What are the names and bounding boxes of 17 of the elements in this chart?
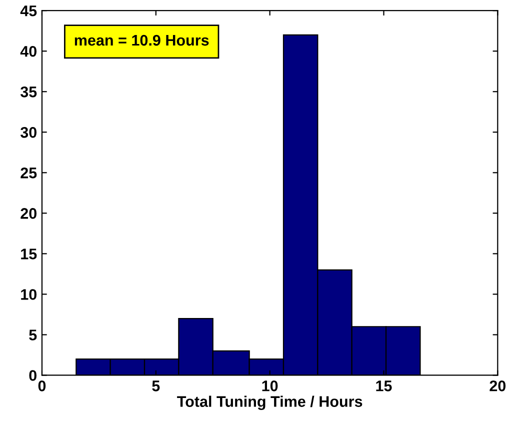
y-tick-label: 5 <box>29 330 37 340</box>
annotation: mean = 10.9 Hours <box>74 34 209 46</box>
y-tick-label: 15 <box>21 248 37 260</box>
x-axis-title: Total Tuning Time / Hours <box>177 396 362 410</box>
x-tick-label: 15 <box>376 380 392 392</box>
x-tick-label: 10 <box>262 380 278 392</box>
x-tick-label: 5 <box>152 380 160 392</box>
x-tick-label: 20 <box>490 380 506 392</box>
y-tick-label: 0 <box>29 370 36 381</box>
y-tick-label: 20 <box>20 208 36 219</box>
y-tick-label: 30 <box>20 127 36 138</box>
y-tick-label: 25 <box>20 168 37 178</box>
y-tick-label: 40 <box>20 46 36 57</box>
y-tick-label: 45 <box>20 6 37 16</box>
x-tick-label: 0 <box>38 380 46 392</box>
y-tick-label: 35 <box>20 86 37 98</box>
y-tick-label: 10 <box>21 289 36 300</box>
